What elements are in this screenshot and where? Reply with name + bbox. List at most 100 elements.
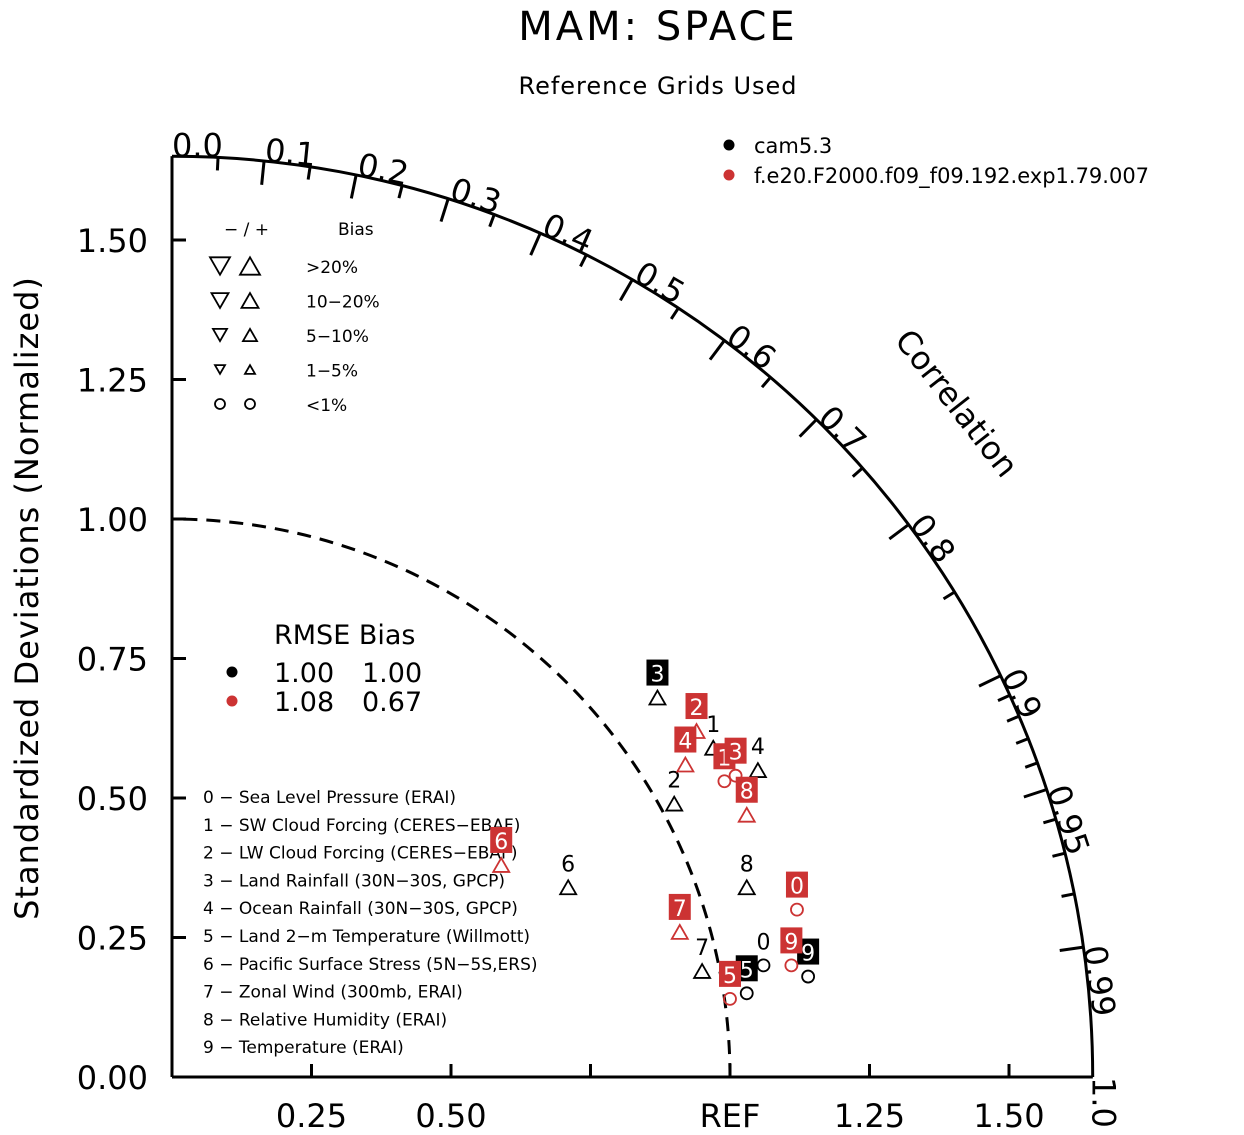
data-point-marker: [558, 878, 578, 896]
bias-legend-header: Bias: [338, 220, 374, 240]
correlation-minor-tick: [579, 254, 588, 268]
data-point-label: 6: [494, 830, 508, 855]
correlation-tick-label: 0.7: [811, 398, 874, 461]
triangle-up-icon: [238, 255, 262, 276]
correlation-tick-label: 0.8: [902, 507, 963, 571]
chart-title: MAM: SPACE: [518, 4, 797, 50]
correlation-major-tick: [529, 232, 542, 256]
data-point-label: 8: [740, 780, 754, 805]
variable-legend-item: 1 − SW Cloud Forcing (CERES−EBAF): [203, 816, 520, 836]
correlation-minor-tick: [397, 185, 404, 199]
data-point-marker: [739, 986, 754, 1001]
correlation-major-tick: [1059, 945, 1084, 952]
correlation-major-tick: [439, 198, 450, 223]
correlation-tick-label: 0.4: [537, 206, 599, 261]
data-point-label: 7: [673, 897, 687, 922]
y-tick-label: 0.00: [77, 1059, 148, 1097]
data-point-marker: [664, 794, 684, 812]
y-tick-label: 0.50: [77, 780, 148, 818]
data-point-marker: [717, 774, 732, 789]
data-point-label: 4: [751, 735, 765, 760]
correlation-minor-tick: [1052, 851, 1066, 858]
triangle-up-icon: [241, 327, 259, 342]
series-legend-label: f.e20.F2000.f09_f09.192.exp1.79.007: [754, 164, 1149, 189]
data-point-marker: [784, 958, 799, 973]
data-point-marker: [790, 902, 804, 917]
data-label-box: [735, 776, 758, 803]
variable-legend-item: 9 − Temperature (ERAI): [203, 1038, 404, 1058]
variable-legend-item: 5 − Land 2−m Temperature (Willmott): [203, 927, 530, 947]
triangle-down-icon: [208, 256, 232, 277]
x-tick-label: 1.50: [973, 1097, 1044, 1135]
correlation-major-tick: [978, 674, 1002, 688]
data-label-box: [685, 693, 708, 720]
data-point-label: 8: [740, 852, 754, 877]
data-point-marker: [723, 991, 737, 1006]
y-tick-label: 1.00: [77, 501, 148, 539]
y-tick-label: 0.75: [77, 641, 148, 679]
data-label-box: [668, 893, 691, 920]
data-point-marker: [675, 755, 695, 773]
correlation-major-tick: [708, 339, 726, 361]
variable-legend-item: 0 − Sea Level Pressure (ERAI): [203, 788, 456, 808]
data-point-label: 9: [784, 930, 798, 955]
data-point-label: 2: [667, 769, 681, 794]
series-legend: cam5.3 f.e20.F2000.f09_f09.192.exp1.79.00…: [723, 134, 1149, 189]
stats-legend-dot: [226, 695, 238, 707]
data-point-label: 0: [790, 875, 804, 900]
data-label-box: [780, 927, 803, 954]
data-point-marker: [756, 958, 771, 973]
correlation-axis: 0.0 0.1 0.2 0.3 0.4 0.5 0.6 0.7 0.8 0.9 0.95 0.99 1.…: [170, 126, 1124, 1128]
triangle-down-icon: [209, 292, 231, 310]
data-point-label: 5: [723, 964, 737, 989]
outer-arc: [171, 154, 1095, 1078]
variable-legend-item: 7 − Zonal Wind (300mb, ERAI): [203, 983, 463, 1003]
x-tick-label: 1.25: [834, 1097, 905, 1135]
x-tick-label: REF: [700, 1097, 761, 1135]
correlation-minor-tick: [1042, 817, 1057, 825]
data-point-marker: [647, 688, 668, 706]
correlation-axis-title: Correlation: [887, 322, 1026, 484]
data-point-label: 6: [561, 852, 575, 877]
correlation-tick-label: 0.1: [263, 131, 317, 174]
correlation-minor-tick: [488, 214, 496, 228]
bias-legend-label: 10−20%: [306, 293, 380, 313]
stats-legend-bias: 0.67: [362, 687, 422, 718]
correlation-tick-label: 0.6: [720, 316, 784, 377]
stats-legend-bias: 1.00: [362, 658, 422, 689]
correlation-tick-label: 0.9: [993, 663, 1049, 725]
stats-legend-header: RMSE Bias: [274, 620, 415, 651]
data-label-box: [797, 938, 820, 965]
correlation-major-tick: [1023, 788, 1048, 799]
bias-legend: − / + Bias >20% 10−20% 5−10% 1−5% <1%: [208, 220, 380, 416]
y-axis-label: Standardized Deviations (Normalized): [8, 276, 46, 920]
data-point-label: 5: [740, 958, 754, 983]
data-point-marker: [728, 768, 743, 783]
data-point-label: 9: [801, 942, 815, 967]
correlation-major-tick: [260, 160, 266, 185]
triangle-up-icon: [243, 363, 257, 375]
correlation-major-tick: [349, 174, 358, 199]
correlation-tick-label: 0.2: [355, 146, 412, 193]
correlation-minor-tick: [942, 590, 956, 601]
triangle-up-icon: [239, 291, 261, 309]
variable-legend-item: 6 − Pacific Surface Stress (5N−5S,ERS): [203, 955, 538, 975]
correlation-minor-tick: [760, 376, 772, 389]
correlation-minor-tick: [1024, 761, 1038, 769]
variable-legend: 0 − Sea Level Pressure (ERAI) 1 − SW Clou…: [203, 788, 538, 1058]
y-tick-label: 1.25: [77, 362, 148, 400]
correlation-minor-tick: [215, 157, 220, 171]
data-point-label: 3: [729, 741, 743, 766]
series-legend-dot: [723, 139, 735, 151]
data-label-box: [719, 960, 741, 987]
data-point-marker: [737, 878, 757, 896]
variable-legend-item: 2 − LW Cloud Forcing (CERES−EBAF): [203, 844, 517, 864]
correlation-tick-label: 0.95: [1039, 780, 1097, 860]
bias-legend-label: 5−10%: [306, 327, 369, 347]
correlation-minor-tick: [1061, 892, 1075, 898]
reference-arc: [171, 517, 732, 1078]
correlation-tick-label: 0.99: [1076, 943, 1124, 1019]
correlation-minor-tick: [1015, 737, 1029, 745]
data-point-label: 4: [678, 730, 692, 755]
